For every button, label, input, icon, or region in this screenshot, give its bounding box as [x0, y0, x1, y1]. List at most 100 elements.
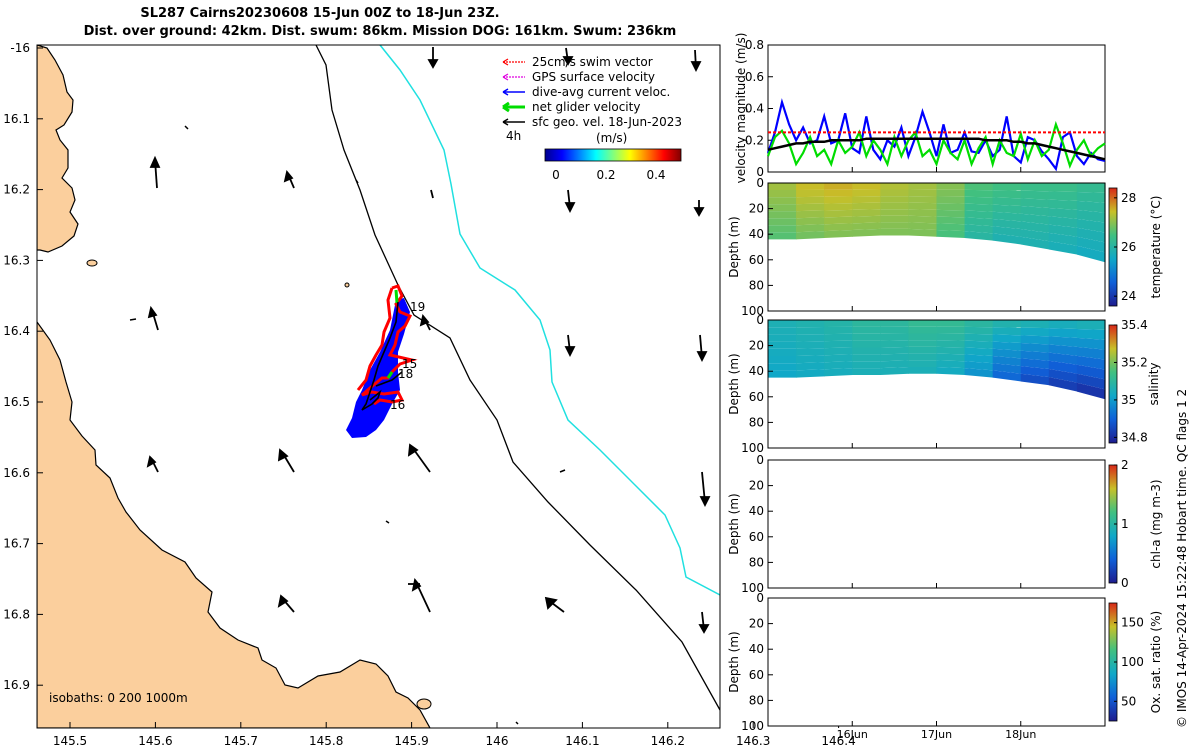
section-cell	[1048, 241, 1078, 255]
time-tick-label: 18Jun	[1005, 728, 1036, 741]
series-line-net-glider-velocity	[766, 120, 1106, 169]
colorbar-tick-label: 28	[1121, 191, 1136, 205]
speed-colorbar	[544, 148, 682, 162]
map-frame	[36, 44, 721, 729]
section-cell	[964, 361, 994, 371]
section-cell	[1048, 377, 1078, 392]
coastline-land-south	[37, 320, 431, 728]
velocity-arrows	[146, 47, 711, 634]
section-cell	[1076, 382, 1106, 400]
section-cell	[964, 217, 994, 227]
glider-day-label: 18	[398, 367, 413, 381]
colorbar-tick: 0.2	[596, 168, 615, 182]
lon-tick-label: 145.8	[309, 734, 343, 748]
section-cell	[936, 346, 966, 355]
island	[416, 698, 432, 710]
colorbar-label: chl-a (mg m-3)	[1149, 479, 1163, 568]
section-cell	[852, 183, 881, 190]
section-cell	[936, 320, 966, 327]
isobath-1000m	[379, 45, 720, 596]
legend-arrowhead	[502, 73, 509, 81]
lat-tick-label: 16.7	[3, 537, 30, 551]
section-cell	[880, 346, 910, 355]
section-cell	[796, 189, 825, 198]
section-cell	[992, 219, 1022, 230]
lat-tick-label: 16.3	[3, 253, 30, 267]
section-cell	[880, 228, 910, 236]
velocity-ytick-label: 0.6	[745, 70, 764, 84]
depth-ytick-label: 20	[749, 479, 764, 493]
section-cell	[964, 326, 994, 335]
section-cell	[768, 211, 797, 219]
section-cell	[992, 320, 1022, 328]
section-cell	[1048, 320, 1078, 329]
depth-ytick-label: 0	[756, 176, 764, 190]
section-cell	[1076, 320, 1106, 330]
section-cell	[992, 226, 1022, 237]
section-cell	[964, 203, 994, 212]
section-cell	[1020, 183, 1050, 192]
section-cell	[824, 368, 853, 377]
section-cell	[880, 360, 910, 369]
section-cell	[1076, 328, 1106, 340]
glider-day-label: 15	[402, 357, 417, 371]
section-cell	[992, 363, 1022, 374]
section-cell	[936, 353, 966, 362]
colorbar-tick-label: 0	[1121, 576, 1129, 590]
time-tick-label: 16Jun	[837, 728, 868, 741]
reef	[184, 125, 189, 130]
section-cell	[992, 211, 1022, 222]
footer-credit: © IMOS 14-Apr-2024 15:22:48 Hobart time.…	[1175, 389, 1189, 728]
section-cell	[824, 196, 853, 204]
lon-tick-label: 145.5	[53, 734, 87, 748]
lat-tick-label: 16.4	[3, 324, 30, 338]
section-cell	[768, 341, 797, 349]
section-cell	[964, 224, 994, 234]
depth-ytick-label: 0	[756, 313, 764, 327]
depth-ytick-label: 20	[749, 339, 764, 353]
lat-tick-label: 16.6	[3, 466, 30, 480]
lon-tick-label: 146.2	[651, 734, 685, 748]
section-cell	[768, 363, 797, 371]
section-cell	[824, 333, 853, 342]
section-cell	[964, 320, 994, 328]
depth-plot-background	[768, 460, 1105, 588]
depth-ytick-label: 40	[749, 504, 764, 518]
section-cell	[1048, 216, 1078, 228]
section-cell	[936, 367, 966, 376]
section-cell	[880, 215, 910, 223]
section-cell	[1076, 355, 1106, 370]
legend-label: net glider velocity	[532, 100, 640, 114]
colorbar-tick: 0	[552, 168, 560, 182]
depth-panel-4: 0 20 40 60 80 100 Depth (m) 150 100 50 Ox. sat. ra…	[727, 591, 1163, 741]
section-cell	[992, 334, 1022, 344]
section-cell	[768, 356, 797, 364]
colorbar-tick: 0.4	[646, 168, 665, 182]
isobath-200m	[315, 45, 720, 711]
section-cell	[1020, 343, 1050, 353]
section-cell	[1076, 200, 1106, 213]
section-cell	[1020, 221, 1050, 233]
depth-ylabel: Depth (m)	[727, 631, 741, 692]
section-cell	[1076, 209, 1106, 223]
section-cell	[1020, 229, 1050, 242]
depth-ytick-label: 100	[741, 304, 764, 318]
section-cell	[992, 348, 1022, 359]
section-cell	[1020, 320, 1050, 329]
section-cell	[880, 202, 910, 210]
colorbar-tick-label: 1	[1121, 517, 1129, 531]
section-cell	[908, 320, 938, 327]
section-cell	[992, 356, 1022, 367]
reef	[129, 318, 137, 321]
section-cell	[852, 215, 881, 224]
glider-day-label: 16	[390, 398, 405, 412]
section-cell	[768, 190, 797, 198]
depth-colorbar	[1108, 324, 1118, 444]
section-cell	[908, 215, 938, 224]
depth-ytick-label: 40	[749, 642, 764, 656]
section-cell	[852, 222, 881, 231]
depth-ytick-label: 20	[749, 202, 764, 216]
section-cell	[936, 203, 966, 211]
